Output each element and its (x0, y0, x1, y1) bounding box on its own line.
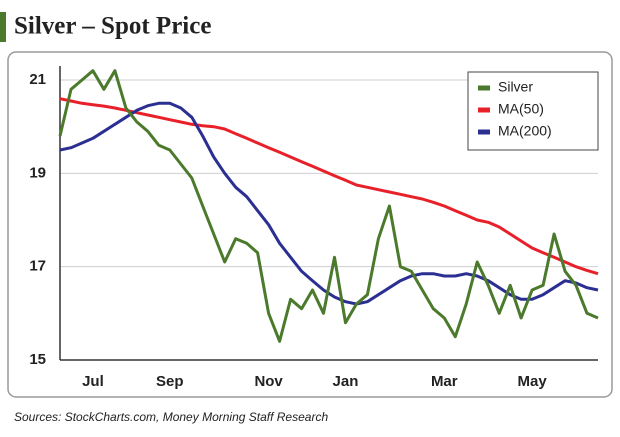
series-line (59, 97, 599, 276)
y-tick-label: 21 (29, 71, 46, 88)
legend-label: MA(50) (498, 101, 544, 117)
x-tick-label: Mar (431, 373, 458, 390)
x-tick-label: May (518, 373, 548, 390)
legend-label: Silver (498, 79, 533, 95)
x-tick-label: Jul (82, 373, 104, 390)
y-tick-label: 15 (29, 351, 46, 368)
x-tick-label: Nov (254, 373, 283, 390)
title-bar (0, 12, 6, 42)
chart-title: Silver – Spot Price (14, 13, 211, 40)
y-tick-label: 17 (29, 258, 46, 275)
y-tick-label: 19 (29, 164, 46, 181)
source: Sources: StockCharts.com, Money Morning … (14, 410, 328, 424)
series-line (58, 69, 599, 343)
frame (7, 51, 613, 398)
x-tick-label: Sep (156, 373, 184, 390)
legend-label: MA(200) (498, 123, 552, 139)
legend-box (467, 71, 599, 151)
x-tick-label: Jan (333, 373, 359, 390)
